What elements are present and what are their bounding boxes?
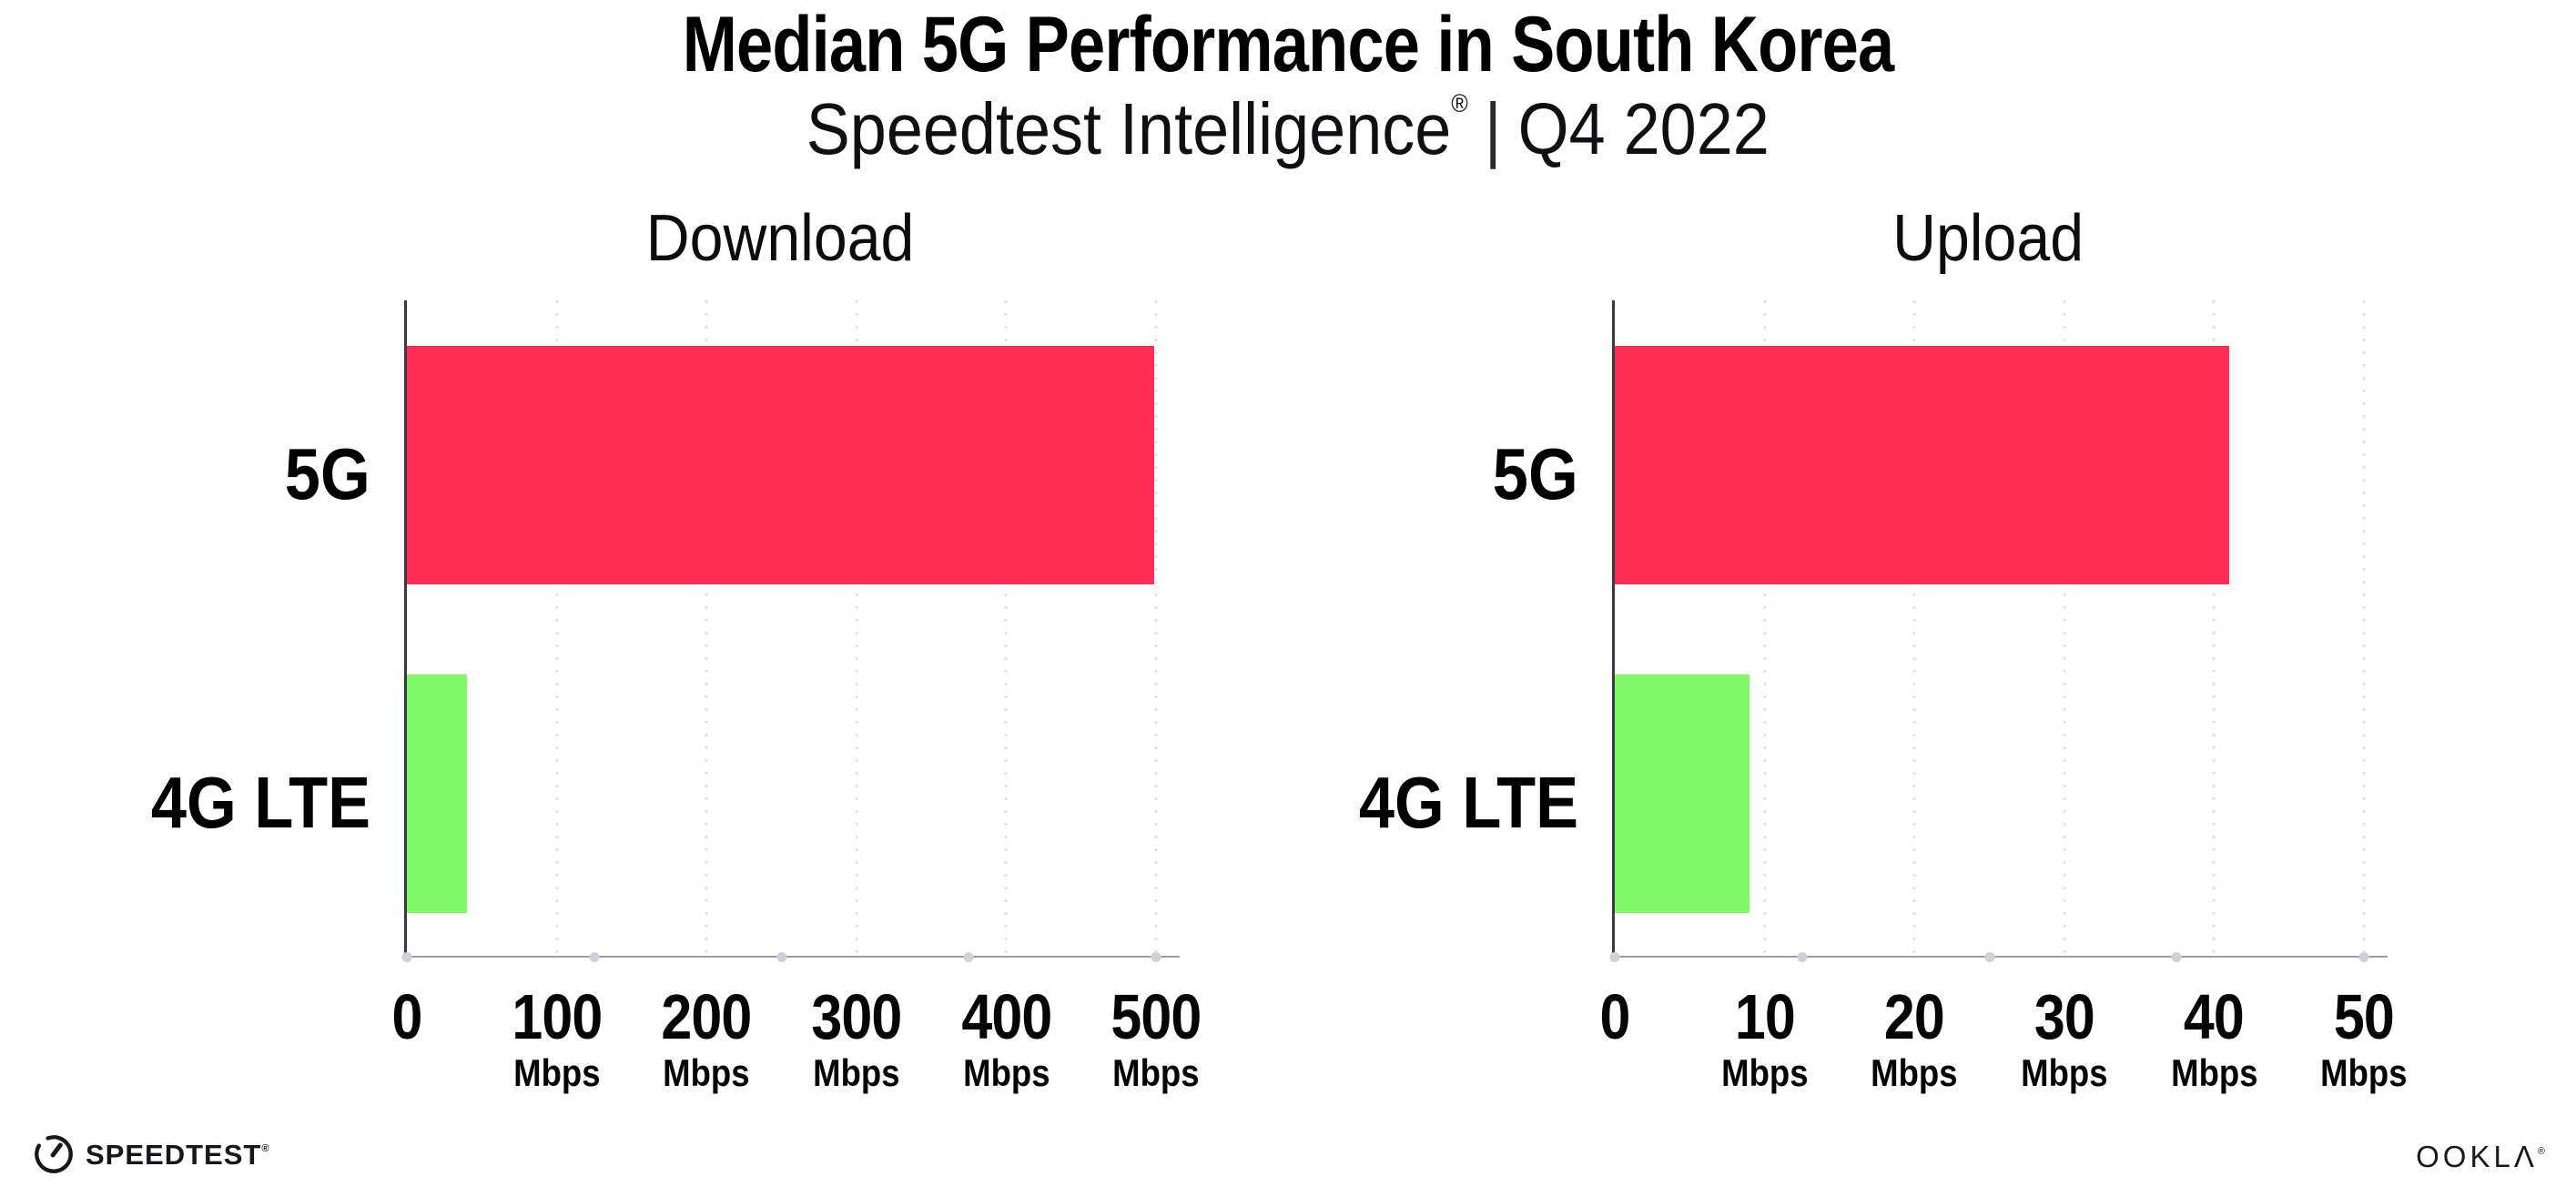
gridline-40: [2212, 300, 2216, 956]
x-tick-unit-label: Mbps: [2320, 1051, 2408, 1094]
upload-plot-area: 0 10 Mbps 20 Mbps 30 Mbps 40 Mbps 50 Mbps 5G 4G LTE: [1359, 300, 2408, 1092]
bar-5g: [1615, 345, 2229, 584]
speedtest-wordmark: SPEEDTEST®: [86, 1141, 269, 1169]
speedtest-logo: SPEEDTEST®: [33, 1133, 269, 1175]
gridline-10: [1763, 300, 1767, 956]
axis-marker-dot: [2358, 952, 2369, 962]
x-tick-unit-label: Mbps: [962, 1051, 1050, 1094]
download-plot-area: 0 100 Mbps 200 Mbps 300 Mbps 400 Mbps 500 Mbps 5G 4G…: [151, 300, 1202, 1092]
speedtest-gauge-icon: [35, 1135, 73, 1173]
subtitle-inner: Speedtest Intelligence® | Q4 2022: [806, 91, 1770, 166]
x-tick-value: 0: [1599, 981, 1630, 1052]
x-tick-value: 50: [2333, 981, 2395, 1052]
gridline-300: [855, 300, 858, 956]
gridline-400: [1004, 300, 1008, 956]
subtitle-period: Q4 2022: [1517, 88, 1770, 169]
axis-marker-dot: [589, 952, 600, 962]
axis-marker-dot: [776, 952, 786, 962]
category-label-5g: 5G: [285, 432, 370, 514]
x-tick-value: 40: [2184, 981, 2245, 1052]
download-chart: Download 0 100 Mbps 200 Mbps 300 Mbps 400 Mbps 50…: [151, 206, 1202, 1092]
ookla-registered-symbol: ®: [2537, 1146, 2545, 1157]
category-label-5g: 5G: [1493, 432, 1578, 514]
speedtest-registered-symbol: ®: [261, 1142, 270, 1154]
bar-4g-lte: [1615, 674, 1750, 913]
axis-marker-dot: [2171, 952, 2182, 962]
gridline-20: [1912, 300, 1916, 956]
category-label-4g-lte: 4G LTE: [1358, 761, 1578, 843]
x-tick-value: 100: [512, 981, 603, 1052]
x-tick-unit-label: Mbps: [813, 1051, 900, 1094]
bar-4g-lte: [407, 674, 467, 913]
ookla-wordmark-text: OOKLΛ: [2416, 1140, 2538, 1173]
speedtest-wordmark-text: SPEEDTEST: [86, 1138, 262, 1171]
axis-marker-dot: [1797, 952, 1808, 962]
bar-5g: [407, 345, 1155, 584]
x-tick-value: 400: [960, 981, 1052, 1052]
axis-marker-dot: [963, 952, 974, 962]
registered-trademark-symbol: ®: [1451, 89, 1469, 117]
gridline-500: [1154, 300, 1158, 956]
x-tick-value: 20: [1884, 981, 1945, 1052]
download-chart-title-text: Download: [645, 202, 915, 275]
x-tick-unit-label: Mbps: [2021, 1051, 2108, 1094]
download-chart-title: Download: [404, 206, 1156, 271]
x-tick-value: 500: [1111, 981, 1202, 1052]
axis-marker-dot: [1984, 952, 1994, 962]
upload-chart: Upload 0 10 Mbps 20 Mbps 30 Mbps 40 Mbps 50 Mbps 5G…: [1359, 206, 2408, 1092]
category-label-4g-lte: 4G LTE: [150, 761, 370, 843]
gridline-30: [2063, 300, 2066, 956]
x-tick-unit-label: Mbps: [1720, 1051, 1809, 1094]
x-tick-unit-label: Mbps: [1871, 1051, 1958, 1094]
axis-marker-dot: [1151, 952, 1161, 962]
x-tick-unit-label: Mbps: [512, 1051, 601, 1094]
subtitle-brand: Speedtest Intelligence: [806, 88, 1452, 169]
x-tick-unit-label: Mbps: [2170, 1051, 2258, 1094]
x-tick-value: 200: [661, 981, 753, 1052]
ookla-logo: OOKLΛ®: [2416, 1141, 2545, 1172]
x-tick-value: 300: [811, 981, 902, 1052]
upload-chart-title: Upload: [1612, 206, 2364, 271]
page-title: Median 5G Performance in South Korea: [0, 5, 2576, 84]
upload-chart-title-text: Upload: [1892, 202, 2084, 275]
axis-marker-dot: [401, 952, 412, 962]
x-tick-value: 10: [1734, 981, 1796, 1052]
page-title-text: Median 5G Performance in South Korea: [682, 1, 1894, 88]
gridline-100: [555, 300, 559, 956]
axis-marker-dot: [1609, 952, 1620, 962]
x-tick-unit-label: Mbps: [663, 1051, 750, 1094]
gridline-50: [2362, 300, 2366, 956]
x-tick-value: 0: [391, 981, 422, 1052]
subtitle-separator: |: [1485, 88, 1502, 169]
x-tick-value: 30: [2033, 981, 2095, 1052]
gridline-200: [705, 300, 708, 956]
x-tick-unit-label: Mbps: [1112, 1051, 1200, 1094]
page-subtitle: Speedtest Intelligence® | Q4 2022: [0, 91, 2576, 166]
